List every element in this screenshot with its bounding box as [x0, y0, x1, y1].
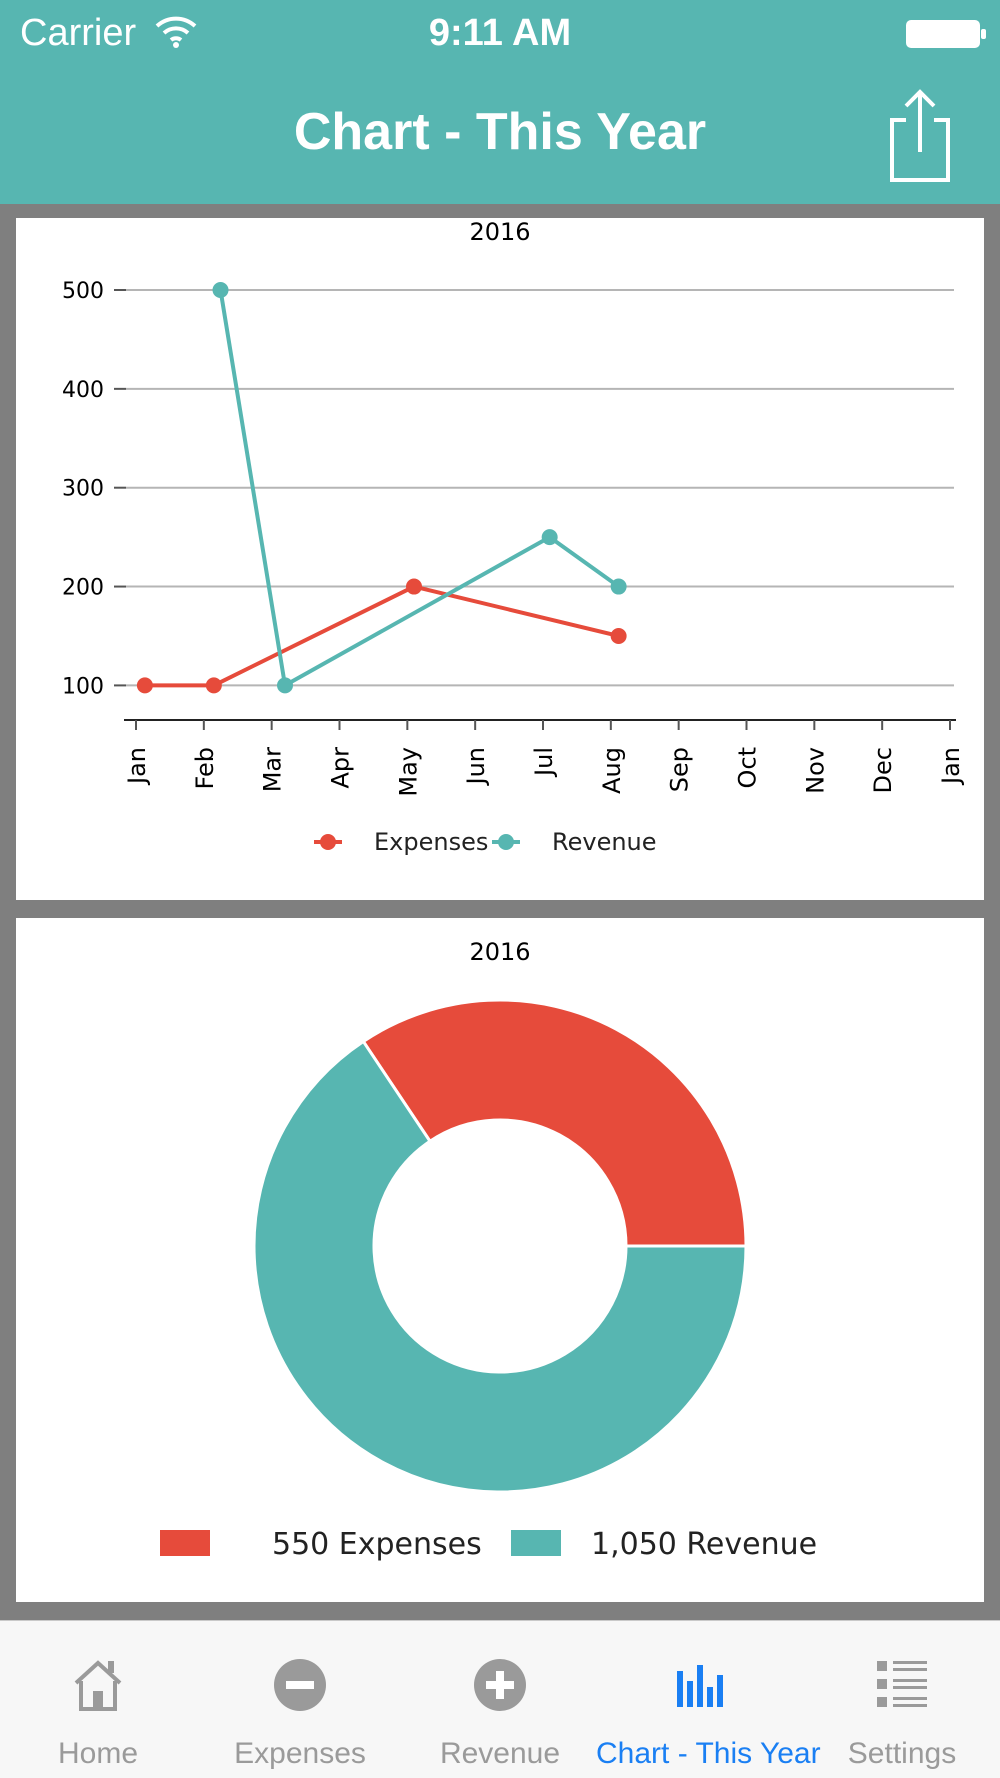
donut-slice-expenses [361, 998, 748, 1248]
x-tick-label: Feb [191, 747, 219, 790]
donut-chart: 2016 550 Expenses 1,050 Revenue [160, 938, 817, 1562]
line-chart: 2016 100 200 300 400 500 Jan Feb Mar Apr May Jun Jul… [62, 218, 965, 856]
donut-slice-revenue [252, 1039, 748, 1494]
line-chart-card: 2016 100 200 300 400 500 Jan Feb Mar Apr May Jun Jul… [16, 218, 984, 900]
tab-home[interactable]: Home [0, 1621, 196, 1778]
y-tick-label: 100 [62, 674, 104, 699]
tab-settings[interactable]: Settings [804, 1621, 1000, 1778]
x-tick-label: Sep [666, 747, 694, 792]
revenue-data-point [610, 578, 627, 595]
revenue-data-point [212, 282, 229, 298]
x-tick-label: Nov [801, 747, 829, 794]
y-tick-label: 300 [62, 477, 104, 502]
share-button[interactable] [880, 86, 960, 184]
expenses-data-point [406, 578, 423, 595]
tab-revenue-label: Revenue [439, 1737, 561, 1770]
x-tick-label: Aug [598, 747, 626, 794]
chart-title: 2016 [469, 218, 530, 246]
legend-expenses-label: 550 Expenses [272, 1527, 482, 1562]
revenue-data-point [541, 529, 558, 546]
page-title: Chart - This Year [293, 103, 707, 161]
bar-chart-icon [677, 1665, 723, 1707]
tab-expenses[interactable]: Expenses [196, 1621, 404, 1778]
home-icon [74, 1660, 122, 1711]
expenses-data-point [205, 677, 222, 694]
tab-bar: Home Expenses Revenue Chart - This Year [0, 1620, 1000, 1778]
x-tick-label: Mar [259, 747, 287, 792]
status-bar: Carrier 9:11 AM [0, 0, 1000, 66]
y-tick-label: 200 [62, 576, 104, 601]
legend-revenue-label: 1,050 Revenue [591, 1527, 817, 1562]
chart-title: 2016 [469, 938, 530, 966]
status-time: 9:11 AM [428, 12, 572, 54]
legend-expenses-swatch [160, 1530, 210, 1556]
x-tick-label: Jul [530, 747, 558, 778]
y-tick-label: 400 [62, 378, 104, 403]
carrier-label: Carrier [20, 12, 137, 54]
x-tick-label: Dec [869, 747, 897, 793]
x-tick-label: Jan [937, 747, 965, 786]
battery-icon [906, 20, 986, 48]
legend-expenses-marker [320, 834, 336, 850]
share-icon [890, 89, 950, 182]
tab-chart-label: Chart - This Year [596, 1737, 821, 1770]
tab-revenue[interactable]: Revenue [404, 1621, 596, 1778]
tab-expenses-label: Expenses [234, 1737, 366, 1770]
tab-chart-this-year[interactable]: Chart - This Year [596, 1621, 821, 1778]
x-tick-label: May [394, 747, 422, 797]
x-tick-label: Jan [123, 747, 151, 786]
minus-circle-icon [274, 1659, 326, 1711]
list-icon [877, 1661, 927, 1707]
donut-chart-card: 2016 550 Expenses 1,050 Revenue [16, 918, 984, 1602]
x-tick-label: Jun [462, 747, 490, 787]
legend-revenue-label: Revenue [552, 828, 657, 856]
legend-revenue-swatch [511, 1530, 561, 1556]
wifi-icon [155, 16, 197, 48]
tab-settings-label: Settings [847, 1737, 957, 1770]
revenue-series-line [218, 289, 620, 688]
plus-circle-icon [474, 1659, 526, 1711]
revenue-data-point [277, 677, 294, 694]
y-tick-label: 500 [62, 279, 104, 304]
legend-expenses-label: Expenses [374, 828, 488, 856]
nav-bar: Chart - This Year [0, 66, 1000, 204]
tab-home-label: Home [57, 1737, 139, 1770]
expenses-data-point [610, 627, 627, 644]
legend-revenue-marker [498, 834, 514, 850]
x-tick-label: Oct [734, 747, 762, 789]
x-tick-label: Apr [327, 747, 355, 789]
expenses-data-point [136, 677, 153, 694]
expenses-series-line [144, 584, 620, 688]
